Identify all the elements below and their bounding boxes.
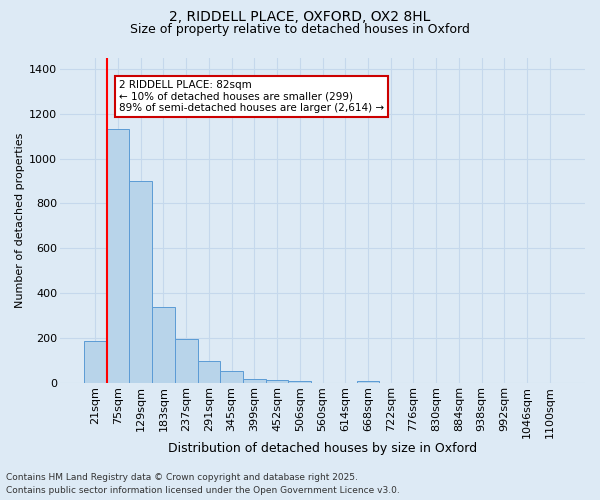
- Bar: [197, 360, 220, 383]
- Bar: [130, 181, 152, 383]
- Text: Contains HM Land Registry data © Crown copyright and database right 2025.: Contains HM Land Registry data © Crown c…: [6, 474, 358, 482]
- Bar: [220, 371, 243, 383]
- Bar: [175, 340, 197, 383]
- Bar: [107, 130, 130, 383]
- Bar: [243, 378, 266, 383]
- X-axis label: Distribution of detached houses by size in Oxford: Distribution of detached houses by size …: [168, 442, 477, 455]
- Text: Contains public sector information licensed under the Open Government Licence v3: Contains public sector information licen…: [6, 486, 400, 495]
- Bar: [152, 307, 175, 383]
- Bar: [356, 382, 379, 383]
- Bar: [266, 380, 289, 383]
- Text: 2, RIDDELL PLACE, OXFORD, OX2 8HL: 2, RIDDELL PLACE, OXFORD, OX2 8HL: [169, 10, 431, 24]
- Y-axis label: Number of detached properties: Number of detached properties: [15, 132, 25, 308]
- Text: Size of property relative to detached houses in Oxford: Size of property relative to detached ho…: [130, 22, 470, 36]
- Bar: [289, 382, 311, 383]
- Bar: [84, 340, 107, 383]
- Text: 2 RIDDELL PLACE: 82sqm
← 10% of detached houses are smaller (299)
89% of semi-de: 2 RIDDELL PLACE: 82sqm ← 10% of detached…: [119, 80, 384, 113]
